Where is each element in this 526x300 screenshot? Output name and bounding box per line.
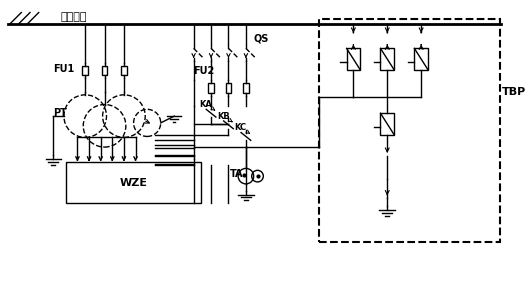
Text: KC: KC [234, 123, 246, 132]
Bar [226, 83, 231, 93]
Text: QS: QS [254, 34, 269, 44]
Bar [66, 162, 201, 203]
Bar [414, 48, 428, 70]
Bar [208, 83, 214, 93]
Bar [319, 19, 500, 242]
Bar [380, 113, 394, 134]
Bar [243, 83, 249, 93]
Text: FU1: FU1 [53, 64, 75, 74]
Bar [347, 48, 360, 70]
Bar [102, 66, 107, 76]
Text: PT: PT [53, 108, 67, 118]
Text: KA: KA [199, 100, 213, 109]
Bar [121, 66, 127, 76]
Text: 系统母线: 系统母线 [60, 12, 86, 22]
Text: TBP: TBP [501, 87, 525, 97]
Bar [380, 48, 394, 70]
Text: TA: TA [229, 169, 243, 179]
Bar [82, 66, 88, 76]
Text: FU2: FU2 [194, 66, 215, 76]
Text: WZE: WZE [119, 178, 148, 188]
Text: KB: KB [217, 112, 230, 121]
